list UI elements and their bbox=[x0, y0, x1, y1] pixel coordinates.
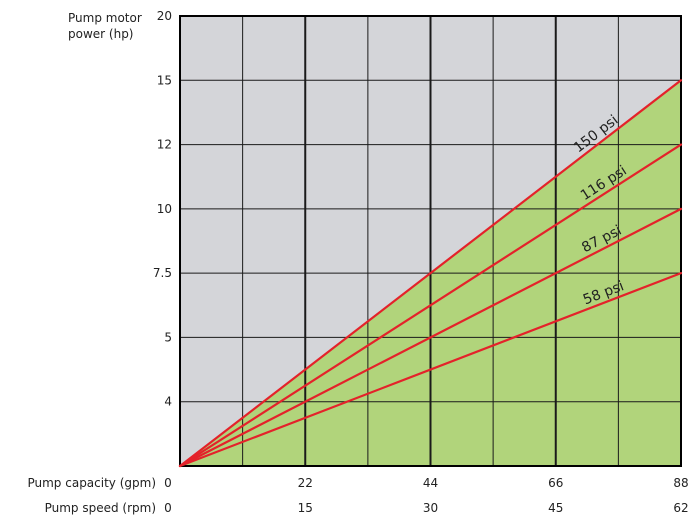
x-tick-label-speed: 0 bbox=[164, 501, 172, 515]
x-axis-title-capacity: Pump capacity (gpm) bbox=[27, 476, 156, 490]
y-tick-label: 15 bbox=[157, 73, 172, 87]
y-tick-label: 10 bbox=[157, 202, 172, 216]
y-tick-label: 20 bbox=[157, 9, 172, 23]
x-tick-label-capacity: 66 bbox=[548, 476, 563, 490]
x-tick-label-capacity: 44 bbox=[423, 476, 438, 490]
series-line-150-psi bbox=[178, 79, 683, 468]
x-tick-label-speed: 30 bbox=[423, 501, 438, 515]
y-axis-title-line: Pump motor bbox=[68, 11, 142, 25]
x-tick-label-capacity: 22 bbox=[298, 476, 313, 490]
y-tick-label: 7.5 bbox=[153, 266, 172, 280]
x-tick-label-capacity: 88 bbox=[673, 476, 688, 490]
y-tick-label: 12 bbox=[157, 138, 172, 152]
y-tick-label: 5 bbox=[164, 330, 172, 344]
x-tick-label-speed: 62 bbox=[673, 501, 688, 515]
series-line-58-psi bbox=[178, 272, 683, 468]
y-tick-label: 4 bbox=[164, 395, 172, 409]
x-tick-label-speed: 45 bbox=[548, 501, 563, 515]
plot-frame bbox=[179, 15, 682, 467]
x-tick-label-capacity: 0 bbox=[164, 476, 172, 490]
y-axis-title-line: power (hp) bbox=[68, 27, 134, 41]
x-axis-title-speed: Pump speed (rpm) bbox=[45, 501, 156, 515]
x-tick-label-speed: 15 bbox=[298, 501, 313, 515]
series-line-116-psi bbox=[178, 143, 683, 468]
series-line-87-psi bbox=[178, 207, 683, 468]
